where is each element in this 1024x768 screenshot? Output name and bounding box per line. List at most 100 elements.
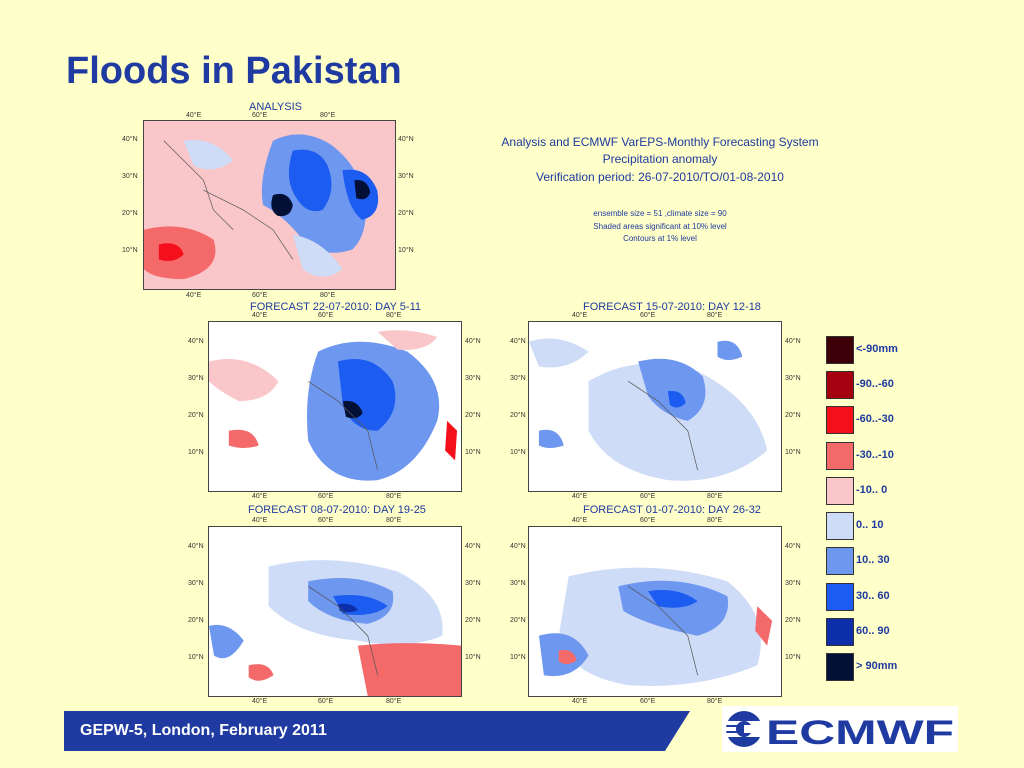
tick-lon: 60°E [318,493,334,500]
legend-swatch [826,547,854,575]
tick-lat: 40°N [188,338,204,345]
tick-lat: 40°N [785,338,801,345]
tick-lat: 20°N [188,412,204,419]
info-line-1: Analysis and ECMWF VarEPS-Monthly Foreca… [501,135,819,149]
legend-swatch [826,583,854,611]
tick-lat: 40°N [510,338,526,345]
tick-lon: 40°E [572,517,588,524]
legend-label: 60.. 90 [856,625,890,637]
tick-lat: 10°N [398,247,414,254]
ecmwf-logo-text: ECMWF [766,714,954,752]
tick-lat: 40°N [785,543,801,550]
analysis-label: ANALYSIS [249,101,302,113]
tick-lon: 40°E [572,698,588,705]
legend-swatch [826,618,854,646]
legend-label: -10.. 0 [856,484,888,496]
legend-label: 0.. 10 [856,519,884,531]
tick-lon: 60°E [640,312,656,319]
tick-lon: 40°E [252,312,268,319]
tick-lon: 80°E [707,493,723,500]
tick-lat: 20°N [785,412,801,419]
tick-lon: 80°E [320,112,336,119]
tick-lon: 80°E [386,312,402,319]
tick-lat: 10°N [785,449,801,456]
tick-lat: 10°N [510,654,526,661]
legend-swatch [826,512,854,540]
tick-lon: 40°E [252,493,268,500]
tick-lon: 60°E [318,517,334,524]
tick-lat: 30°N [785,375,801,382]
tick-lon: 60°E [318,698,334,705]
tick-lat: 10°N [465,654,481,661]
forecast-map-3 [208,526,462,697]
tick-lon: 60°E [640,517,656,524]
info-small-2: Shaded areas significant at 10% level [593,222,727,231]
tick-lat: 20°N [122,210,138,217]
tick-lon: 80°E [386,493,402,500]
forecast-map-2 [528,321,782,492]
forecast-label-1: FORECAST 22-07-2010: DAY 5-11 [250,301,421,313]
tick-lat: 20°N [398,210,414,217]
tick-lon: 40°E [186,292,202,299]
forecast-map-1 [208,321,462,492]
tick-lon: 60°E [252,112,268,119]
tick-lat: 40°N [465,338,481,345]
tick-lat: 30°N [398,173,414,180]
legend-swatch [826,406,854,434]
tick-lat: 30°N [465,580,481,587]
tick-lat: 20°N [188,617,204,624]
ecmwf-logo-mark [726,711,762,747]
legend-label: -60..-30 [856,413,894,425]
footer-bar [64,711,690,751]
tick-lat: 30°N [785,580,801,587]
tick-lon: 80°E [707,698,723,705]
analysis-map [143,120,396,290]
tick-lon: 60°E [318,312,334,319]
tick-lat: 40°N [465,543,481,550]
tick-lat: 40°N [122,136,138,143]
tick-lat: 30°N [465,375,481,382]
info-line-3: Verification period: 26-07-2010/TO/01-08… [536,170,784,184]
legend-label: -30..-10 [856,449,894,461]
tick-lat: 30°N [122,173,138,180]
tick-lat: 30°N [188,580,204,587]
tick-lon: 80°E [320,292,336,299]
legend-label: <-90mm [856,343,898,355]
tick-lat: 10°N [188,654,204,661]
tick-lat: 30°N [188,375,204,382]
tick-lat: 20°N [465,617,481,624]
legend-swatch [826,371,854,399]
tick-lat: 20°N [510,617,526,624]
slide-title: Floods in Pakistan [66,50,402,92]
tick-lon: 40°E [572,312,588,319]
forecast-label-2: FORECAST 15-07-2010: DAY 12-18 [583,301,761,313]
forecast-label-4: FORECAST 01-07-2010: DAY 26-32 [583,504,761,516]
legend-swatch [826,336,854,364]
forecast-label-3: FORECAST 08-07-2010: DAY 19-25 [248,504,426,516]
tick-lon: 80°E [386,698,402,705]
legend-label: -90..-60 [856,378,894,390]
tick-lat: 20°N [465,412,481,419]
legend-swatch [826,442,854,470]
tick-lat: 40°N [398,136,414,143]
tick-lon: 40°E [186,112,202,119]
tick-lat: 30°N [510,375,526,382]
tick-lat: 10°N [188,449,204,456]
tick-lat: 30°N [510,580,526,587]
tick-lon: 80°E [707,517,723,524]
tick-lat: 40°N [188,543,204,550]
legend-label: 10.. 30 [856,554,890,566]
legend-label: 30.. 60 [856,590,890,602]
legend-swatch [826,653,854,681]
footer-text: GEPW-5, London, February 2011 [80,722,327,739]
tick-lat: 10°N [465,449,481,456]
info-line-2: Precipitation anomaly [602,152,718,166]
tick-lat: 10°N [510,449,526,456]
ecmwf-logo: ECMWF [722,706,958,752]
tick-lon: 40°E [572,493,588,500]
tick-lon: 60°E [252,292,268,299]
info-small-1: ensemble size = 51 ,climate size = 90 [593,209,727,218]
tick-lat: 10°N [122,247,138,254]
tick-lat: 10°N [785,654,801,661]
tick-lat: 20°N [510,412,526,419]
